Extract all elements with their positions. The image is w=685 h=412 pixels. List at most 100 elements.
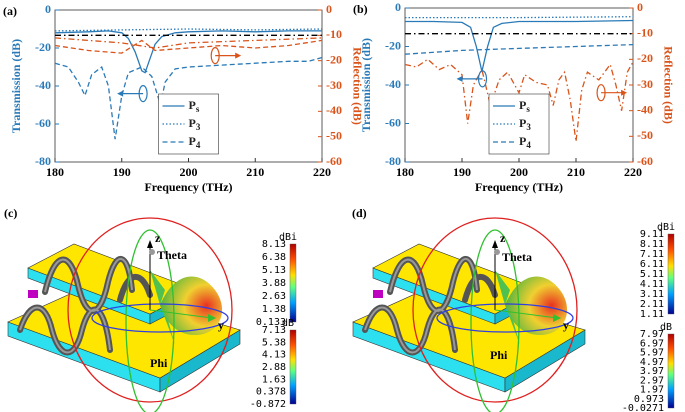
colorbar-tick-label: 5.11 xyxy=(640,269,664,280)
legend-label-main: P xyxy=(519,134,526,148)
colorbar-tick-label: 5.97 xyxy=(640,348,664,359)
legend-label: P4 xyxy=(189,134,201,150)
legend-label-main: P xyxy=(519,98,526,112)
colorbar-tick-label: -0.0271 xyxy=(622,403,664,412)
colorbar-tick-label: 4.97 xyxy=(640,357,664,368)
colorbar-tick-label: 2.63 xyxy=(262,291,286,302)
y-axis-label: Transmission (dB) xyxy=(359,38,373,132)
x-tick-label: 190 xyxy=(113,165,131,179)
axis-label: y xyxy=(218,318,224,332)
annotation-arrowhead xyxy=(621,89,628,96)
panel-label: (b) xyxy=(353,2,368,16)
colorbar-tick-label: 4.13 xyxy=(262,350,286,361)
phi-label: Phi xyxy=(150,356,168,370)
panel-label: (a) xyxy=(3,4,17,18)
y2-axis-label: Reflection (dB) xyxy=(350,47,364,125)
x-tick-label: 220 xyxy=(624,165,642,179)
x-tick-label: 200 xyxy=(510,165,528,179)
y-tick-label: -40 xyxy=(35,78,51,92)
y-axis-label: Transmission (dB) xyxy=(9,39,23,133)
colorbar-tick-label: 1.11 xyxy=(640,309,664,320)
annotation-arrowhead xyxy=(235,52,242,59)
axis-label: z xyxy=(500,231,506,245)
legend-label-main: P xyxy=(189,116,196,130)
y-tick-label: 0 xyxy=(395,0,401,14)
legend-label-sub: 3 xyxy=(526,122,531,132)
y-tick-label: -20 xyxy=(35,40,51,54)
colorbar-tick-label: 0.973 xyxy=(634,394,664,405)
colorbar-tick-label: 7.97 xyxy=(640,329,664,340)
colorbar-tick-label: 5.13 xyxy=(262,265,286,276)
series-line xyxy=(54,37,323,49)
colorbar-tick-label: 3.88 xyxy=(262,278,286,289)
y2-tick-label: -30 xyxy=(326,78,342,92)
legend-label-main: P xyxy=(189,98,196,112)
y2-tick-label: -10 xyxy=(326,27,342,41)
colorbar-tick-label: 9.11 xyxy=(640,229,664,240)
legend-label: P3 xyxy=(189,116,201,132)
series-line xyxy=(404,58,634,142)
x-tick-label: 190 xyxy=(453,165,471,179)
antenna-render xyxy=(8,218,240,412)
x-axis-label: Frequency (THz) xyxy=(144,180,232,194)
y2-tick-label: -20 xyxy=(326,52,342,66)
x-tick-label: 180 xyxy=(46,165,64,179)
legend-label-main: P xyxy=(189,134,196,148)
y2-tick-label: 0 xyxy=(637,0,643,14)
colorbar-tick-label: 1.97 xyxy=(640,385,664,396)
annotation-arrowhead xyxy=(117,90,124,97)
colorbar-tick-label: 7.13 xyxy=(262,325,286,336)
colorbar-tick-label: 8.11 xyxy=(640,239,664,250)
colorbar-tick-label: 6.97 xyxy=(640,338,664,349)
legend-label-sub: s xyxy=(526,104,530,114)
y2-tick-label: -50 xyxy=(326,128,342,142)
x-tick-label: 210 xyxy=(246,165,264,179)
y-tick-label: 0 xyxy=(45,2,51,16)
colorbar-tick-label: 5.38 xyxy=(262,337,286,348)
legend-label: P3 xyxy=(519,116,531,132)
y2-tick-label: -20 xyxy=(637,51,653,65)
legend-box xyxy=(158,93,219,155)
axis-label: z xyxy=(155,231,161,245)
y-tick-label: -20 xyxy=(385,38,401,52)
colorbar-tick-label: 1.63 xyxy=(262,374,286,385)
y2-tick-label: -50 xyxy=(637,128,653,142)
colorbar-tick-label: 7.11 xyxy=(640,249,664,260)
axis-label: y xyxy=(563,318,569,332)
phi-label: Phi xyxy=(490,348,508,362)
y2-tick-label: -40 xyxy=(326,103,342,117)
antenna-render xyxy=(353,218,585,412)
x-tick-label: 220 xyxy=(313,165,331,179)
x-tick-label: 200 xyxy=(180,165,198,179)
series-line xyxy=(54,39,323,54)
y-tick-label: -60 xyxy=(35,116,51,130)
colorbar-tick-label: 6.11 xyxy=(640,259,664,270)
colorbar-unit: dBi xyxy=(657,222,675,233)
y-tick-label: -80 xyxy=(385,154,401,168)
legend-box xyxy=(488,93,550,155)
theta-label: Theta xyxy=(502,250,532,264)
y2-tick-label: -30 xyxy=(637,77,653,91)
y2-tick-label: 0 xyxy=(326,2,332,16)
x-axis-label: Frequency (THz) xyxy=(475,180,563,194)
annotation-arrowhead xyxy=(456,75,463,82)
colorbar-tick-label: 2.88 xyxy=(262,362,286,373)
y-tick-label: -40 xyxy=(385,77,401,91)
legend-label-sub: s xyxy=(196,104,200,114)
colorbar-tick-label: 4.11 xyxy=(640,279,664,290)
colorbar-tick-label: 1.38 xyxy=(262,304,286,315)
series-line xyxy=(54,28,323,32)
y2-tick-label: -60 xyxy=(326,154,342,168)
y2-tick-label: -60 xyxy=(637,154,653,168)
y-tick-label: -80 xyxy=(35,154,51,168)
colorbar-tick-label: 0.378 xyxy=(256,387,286,398)
colorbar xyxy=(289,243,297,323)
colorbar-tick-label: 3.97 xyxy=(640,366,664,377)
legend-label-main: P xyxy=(519,116,526,130)
colorbar-unit: dB xyxy=(660,322,672,333)
colorbar xyxy=(289,329,297,405)
legend-label: P4 xyxy=(519,134,531,150)
y2-tick-label: -40 xyxy=(637,102,653,116)
legend-label-sub: 4 xyxy=(526,140,531,150)
